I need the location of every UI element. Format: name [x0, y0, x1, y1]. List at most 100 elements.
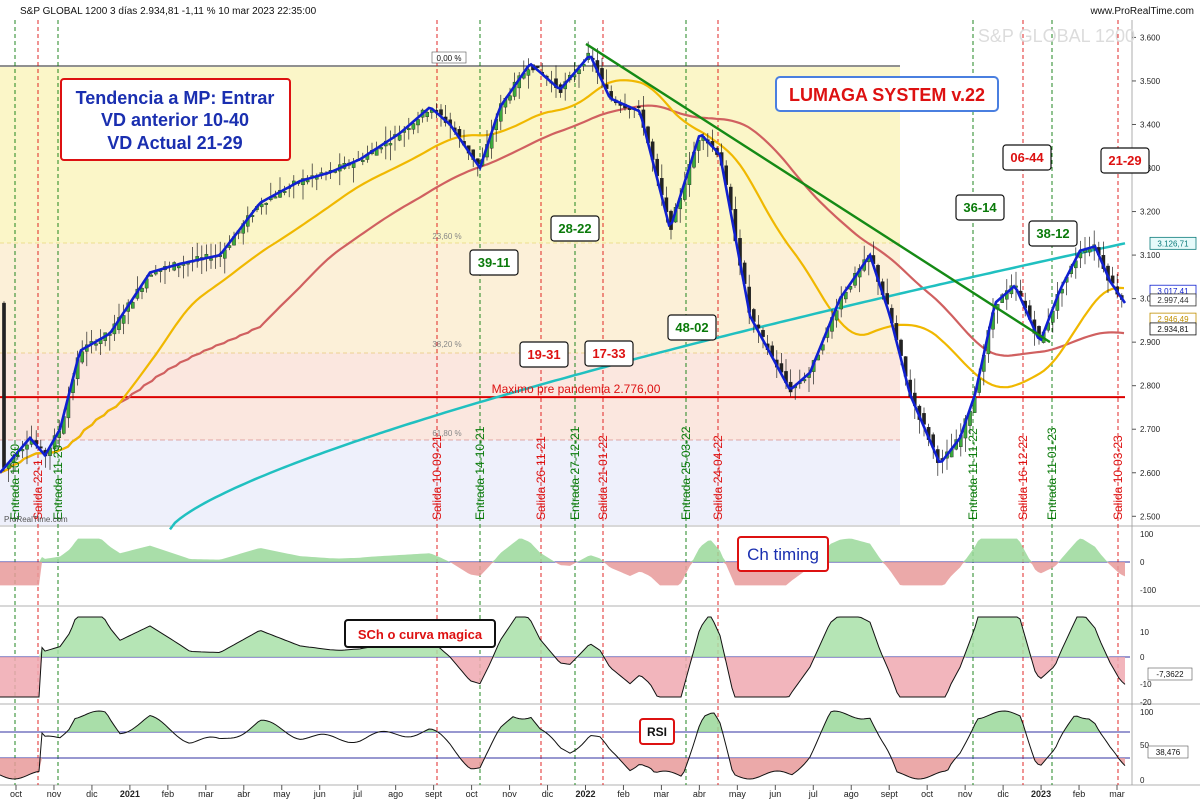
ratio-label-7: 38-12 [1036, 226, 1069, 241]
x-tick-label-9: jul [352, 789, 362, 799]
y-tick-label-2: 3.400 [1140, 120, 1161, 129]
signal-label-10: Salida 10-03-23 [1111, 435, 1125, 520]
ratio-box-7 [1028, 220, 1078, 247]
x-tick-label-17: mar [654, 789, 670, 799]
x-tick-label-13: nov [502, 789, 517, 799]
x-tick-label-10: ago [388, 789, 403, 799]
y-tick-label-1: 3.500 [1140, 77, 1161, 86]
x-tick-label-0: oct [10, 789, 23, 799]
fib-0-label: 0,00 % [437, 54, 462, 63]
watermark: S&P GLOBAL 1200 [978, 26, 1135, 46]
x-tick-label-7: may [273, 789, 291, 799]
price-tag-last [1149, 322, 1197, 336]
maximo-label: Maximo pre pandemia 2.776,00 [492, 382, 661, 396]
y-tick-label-5: 3.100 [1140, 251, 1161, 260]
ratio-label-5: 36-14 [963, 200, 997, 215]
x-tick-label-2: dic [86, 789, 98, 799]
rsi-oversold-fill [0, 758, 1125, 779]
ratio-box-4 [667, 314, 717, 341]
osc2-tick-3: -20 [1140, 698, 1152, 707]
ma-red-line [0, 104, 1125, 474]
candle-body [2, 302, 6, 468]
trend-box [60, 78, 291, 161]
ratio-box-0 [469, 249, 519, 276]
sch-curve-negative-fill [0, 657, 1125, 697]
osc2-tick-1: 0 [1140, 653, 1145, 662]
signal-label-12: Salida 22-1 [31, 459, 45, 520]
osc2-tick-0: 10 [1140, 628, 1149, 637]
price-tag-text-ma_blue: 3.017,41 [1157, 287, 1189, 296]
osc3-value-box [1147, 745, 1189, 759]
trend-line-1: Tendencia a MP: Entrar [76, 88, 275, 108]
candle-body [379, 147, 384, 150]
candle-body [176, 265, 181, 269]
osc3-tick-1: 50 [1140, 741, 1149, 750]
sch-label: SCh o curva magica [358, 627, 483, 642]
ratio-box-2 [519, 341, 569, 368]
system-label: LUMAGA SYSTEM v.22 [789, 85, 985, 105]
price-tag-ma_dark [1149, 293, 1197, 307]
signal-label-3: Entrada 27-12-21 [568, 426, 582, 520]
ratio-label-6: 06-44 [1010, 150, 1044, 165]
fib-0-box [431, 51, 467, 64]
y-tick-label-11: 2.500 [1140, 512, 1161, 521]
ch-timing-box [737, 536, 829, 572]
candle-body [388, 143, 393, 146]
ratio-box-1 [550, 215, 600, 242]
y-tick-label-0: 3.600 [1140, 33, 1161, 42]
signal-label-5: Entrada 25-03-22 [679, 426, 693, 520]
price-tag-text-ma_yellow: 2.946,49 [1157, 315, 1189, 324]
x-tick-label-4: feb [162, 789, 175, 799]
x-tick-label-1: nov [47, 789, 62, 799]
ch-timing-label: Ch timing [747, 545, 819, 564]
signal-label-1: Entrada 14-10-21 [473, 426, 487, 520]
osc2-value: -7,3622 [1156, 670, 1184, 679]
osc3-tick-2: 0 [1140, 776, 1145, 785]
candle-body [407, 128, 411, 131]
candle-body [25, 444, 29, 450]
sch-box [344, 619, 496, 648]
sch-curve-line [0, 616, 1126, 698]
candle-body [508, 95, 512, 101]
candle-body [130, 302, 135, 309]
chart-header: S&P GLOBAL 1200 3 días 2.934,81 -1,11 % … [20, 6, 317, 17]
candle-body [397, 134, 402, 141]
signal-label-8: Salida 16-12-22 [1016, 435, 1030, 520]
price-tag-text-last: 2.934,81 [1157, 325, 1189, 334]
signal-label-11: Entrada 10-20 [8, 444, 22, 520]
candle-body [209, 258, 213, 261]
candle-body [637, 106, 641, 108]
candle-body [273, 196, 278, 199]
candle-body [140, 287, 144, 292]
ratio-box-6 [1002, 144, 1052, 171]
x-tick-label-27: 2023 [1031, 789, 1051, 799]
site-label: www.ProRealTime.com [1089, 6, 1194, 17]
rsi-label: RSI [647, 725, 667, 739]
ratio-label-0: 39-11 [478, 255, 511, 270]
fib-23-label: 23,60 % [432, 232, 461, 241]
candle-body [259, 203, 264, 208]
zone-bottom [0, 440, 900, 525]
ratio-label-4: 48-02 [675, 320, 708, 335]
candle-body [121, 315, 126, 324]
price-tag-text-ma_cyan: 3.126,71 [1157, 239, 1189, 248]
osc2-tick-2: -10 [1140, 680, 1152, 689]
rsi-box [639, 718, 675, 745]
x-tick-label-12: oct [466, 789, 479, 799]
x-tick-label-29: mar [1109, 789, 1125, 799]
rsi-line [0, 710, 1126, 780]
signal-label-2: Salida 26-11-21 [534, 436, 548, 520]
signal-label-4: Salida 21-01-22 [596, 435, 610, 520]
y-tick-label-3: 3.300 [1140, 164, 1161, 173]
x-tick-label-8: jun [313, 789, 326, 799]
osc1-tick-0: 100 [1140, 530, 1154, 539]
x-tick-label-22: ago [844, 789, 859, 799]
y-tick-label-9: 2.700 [1140, 425, 1161, 434]
x-tick-label-5: mar [198, 789, 214, 799]
trendline [585, 42, 1051, 344]
y-tick-label-4: 3.200 [1140, 208, 1161, 217]
signal-label-7: Entrada 11-11-22 [966, 428, 980, 520]
ma-cyan-line [169, 242, 1126, 531]
